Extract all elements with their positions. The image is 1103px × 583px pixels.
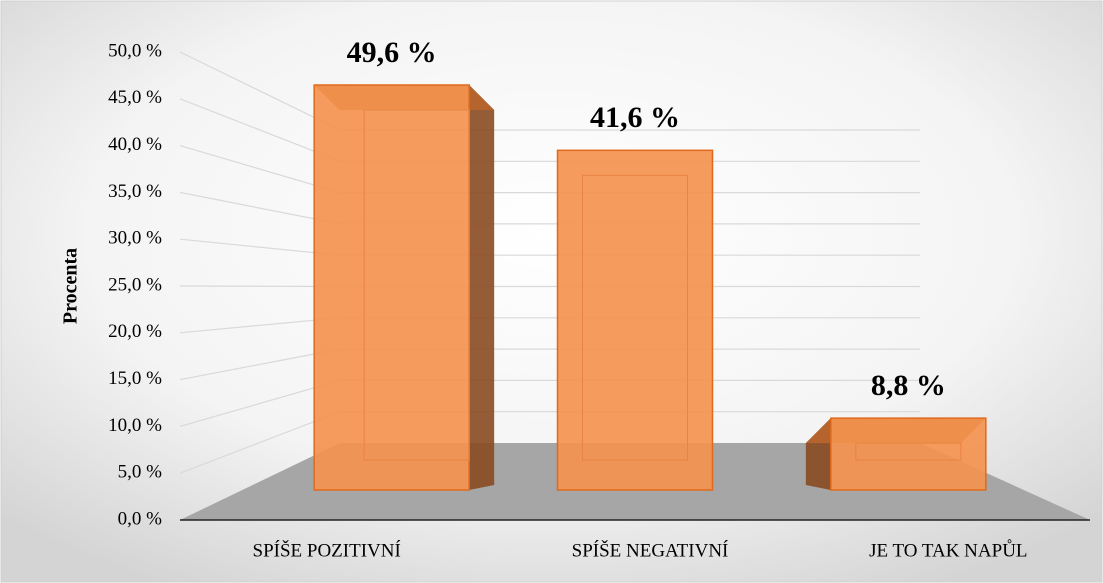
y-tick-label: 45,0 % <box>108 87 162 108</box>
bar <box>313 84 495 491</box>
y-tick-label: 15,0 % <box>108 368 162 389</box>
bar-front <box>830 417 987 491</box>
y-tick-label: 0,0 % <box>118 508 163 529</box>
value-label: 49,6 % <box>347 36 437 69</box>
y-tick-label: 30,0 % <box>108 228 162 249</box>
y-axis-label: Procenta <box>60 248 82 324</box>
value-label: 41,6 % <box>590 101 680 134</box>
y-tick-label: 50,0 % <box>108 40 162 61</box>
grid-line <box>179 285 920 288</box>
y-tick-label: 25,0 % <box>108 274 162 295</box>
y-tick-label: 20,0 % <box>108 321 162 342</box>
x-tick-label: SPÍŠE NEGATIVNÍ <box>572 539 729 561</box>
bar-back-edge <box>363 109 470 461</box>
bar-back-edge <box>582 174 688 461</box>
bar-front <box>313 84 470 491</box>
x-tick-label: SPÍŠE POZITIVNÍ <box>253 539 401 561</box>
bars <box>313 84 987 491</box>
bar-back-edge <box>855 442 962 461</box>
bar <box>556 149 714 491</box>
bar-side <box>469 85 495 490</box>
value-label: 8,8 % <box>871 369 946 402</box>
y-tick-label: 40,0 % <box>108 134 162 155</box>
y-tick-label: 5,0 % <box>118 462 163 483</box>
bar <box>805 417 987 491</box>
bar-front <box>556 149 714 491</box>
y-tick-label: 35,0 % <box>108 181 162 202</box>
x-tick-label: JE TO TAK NAPŮL <box>869 539 1027 561</box>
y-tick-label: 10,0 % <box>108 415 162 436</box>
